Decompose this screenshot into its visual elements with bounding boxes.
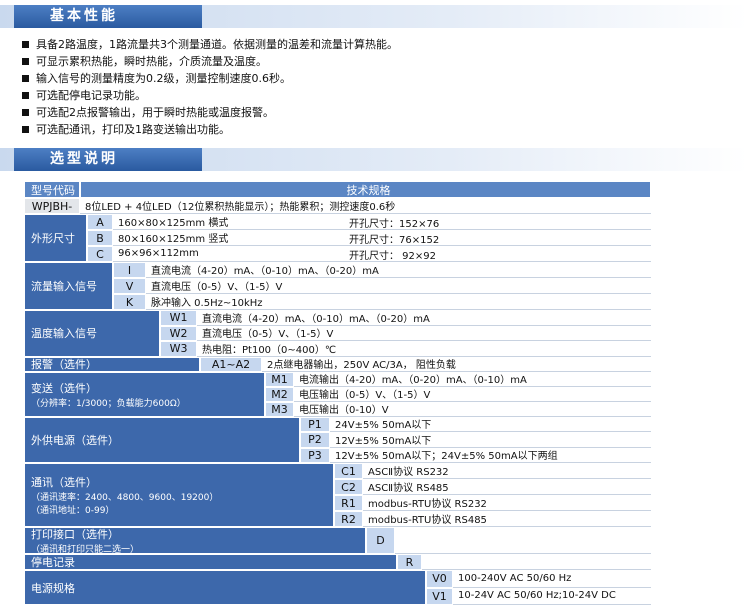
- bullet-item: 可选配通讯，打印及1路变送输出功能。: [22, 121, 230, 138]
- section-title: 选型说明: [14, 148, 202, 171]
- group-label: 打印接口（选件） （通讯和打印只能二选一）: [24, 527, 366, 554]
- option-text: 直流电流（4-20）mA、（0-10）mA、（0-20）mA: [146, 262, 651, 278]
- option-code: K: [113, 294, 146, 310]
- group-label-text: 温度输入信号: [31, 327, 97, 341]
- option-text: [422, 554, 651, 570]
- model-text: 8位LED + 4位LED（12位累积热能显示）；热能累积；测控速度0.6秒: [80, 198, 651, 214]
- group-label: 报警（选件）: [24, 356, 200, 372]
- option-code: R: [397, 554, 422, 570]
- option-code: P3: [300, 447, 330, 463]
- option-extra: 开孔尺寸：76×152: [349, 234, 440, 246]
- option-extra: 开孔尺寸：152×76: [349, 218, 440, 230]
- option-text: modbus-RTU协议 RS485: [363, 511, 651, 527]
- bullet-item: 可选配停电记录功能。: [22, 87, 146, 104]
- option-code: W2: [160, 325, 197, 341]
- group-label-text: 外形尺寸: [31, 232, 75, 245]
- option-text: 电流输出（4-20）mA、（0-20）mA、（0-10）mA: [294, 371, 651, 387]
- option-code: C2: [334, 479, 363, 495]
- section-title: 基本性能: [14, 5, 202, 28]
- option-extra: 开孔尺寸： 92×92: [349, 250, 437, 262]
- option-text: 电压输出（0-10）V: [294, 401, 651, 417]
- group-note: （通讯地址：0-99）: [31, 506, 115, 516]
- option-code: V0: [426, 570, 453, 588]
- option-code: B: [87, 230, 113, 246]
- group-label: 电源规格: [24, 570, 426, 605]
- option-text: modbus-RTU协议 RS232: [363, 495, 651, 511]
- option-text: 80×160×125mm 竖式: [113, 230, 651, 246]
- bullet-item: 可选配2点报警输出，用于瞬时热能或温度报警。: [22, 104, 274, 121]
- option-text: 12V±5% 50mA以下: [330, 432, 651, 448]
- option-text: 电压输出（0-5）V、（1-5）V: [294, 386, 651, 402]
- group-label: 外形尺寸: [24, 214, 87, 262]
- option-text: 100-240V AC 50/60 Hz: [453, 570, 651, 588]
- group-label: 温度输入信号: [24, 310, 160, 357]
- option-code: C1: [334, 463, 363, 479]
- option-text: 2点继电器输出，250V AC/3A， 阻性负载: [262, 356, 651, 372]
- option-code: A1~A2: [200, 356, 262, 372]
- option-text: [395, 527, 651, 554]
- option-text: 160×80×125mm 横式: [113, 214, 651, 230]
- option-code: M2: [265, 386, 294, 402]
- group-note: （通讯速率：2400、4800、9600、19200）: [31, 493, 219, 503]
- bullet-item: 具备2路温度，1路流量共3个测量通道。依据测量的温差和流量计算热能。: [22, 36, 398, 53]
- option-text: 24V±5% 50mA以下: [330, 416, 651, 432]
- option-text: 热电阻：Pt100（0~400）℃: [197, 341, 651, 357]
- option-text: 直流电压（0-5）V、（1-5）V: [197, 325, 651, 341]
- option-code: V: [113, 278, 146, 294]
- option-text: 脉冲输入 0.5Hz~10kHz: [146, 294, 651, 310]
- group-label: 停电记录: [24, 554, 397, 570]
- group-note: （分辨率：1/3000；负载能力600Ω）: [31, 398, 186, 409]
- option-text: ASCⅡ协议 RS485: [363, 479, 651, 495]
- option-code: C: [87, 246, 113, 262]
- header-cell: 技术规格: [80, 181, 651, 198]
- option-code: W1: [160, 310, 197, 326]
- group-label-text: 停电记录: [31, 556, 75, 569]
- group-label: 流量输入信号: [24, 262, 113, 310]
- group-label-text: 变送（选件）: [31, 381, 97, 395]
- group-label: 变送（选件） （分辨率：1/3000；负载能力600Ω）: [24, 371, 265, 417]
- option-code: M1: [265, 371, 294, 387]
- group-label-text: 流量输入信号: [31, 280, 97, 293]
- option-text: ASCⅡ协议 RS232: [363, 463, 651, 479]
- option-text: 直流电流（4-20）mA、（0-10）mA、（0-20）mA: [197, 310, 651, 326]
- option-code: D: [366, 527, 395, 554]
- option-code: V1: [426, 587, 453, 605]
- option-code: P2: [300, 432, 330, 448]
- bullet-item: 输入信号的测量精度为0.2级，测量控制速度0.6秒。: [22, 70, 291, 87]
- option-code: R2: [334, 511, 363, 527]
- option-code: I: [113, 262, 146, 278]
- group-label-text: 电源规格: [31, 581, 75, 595]
- header-cell: 型号代码: [24, 181, 80, 198]
- section-header: 选型说明: [0, 148, 748, 171]
- option-text: 12V±5% 50mA以下；24V±5% 50mA以下两组: [330, 447, 651, 463]
- option-code: M3: [265, 401, 294, 417]
- model-code: WPJBH-: [24, 198, 80, 214]
- group-note: （通讯和打印只能二选一）: [31, 545, 140, 554]
- option-text: 10-24V AC 50/60 Hz;10-24V DC: [453, 587, 651, 605]
- group-label-text: 外供电源（选件）: [31, 433, 119, 447]
- bullet-item: 可显示累积热能，瞬时热能，介质流量及温度。: [22, 53, 267, 70]
- section-header: 基本性能: [0, 5, 748, 28]
- option-code: R1: [334, 495, 363, 511]
- group-label-text: 打印接口（选件）: [31, 528, 119, 541]
- option-text: 96×96×112mm: [113, 246, 651, 262]
- option-text: 直流电压（0-5）V、（1-5）V: [146, 278, 651, 294]
- group-label: 通讯（选件） （通讯速率：2400、4800、9600、19200） （通讯地址：0…: [24, 463, 334, 527]
- group-label-text: 报警（选件）: [31, 358, 97, 371]
- group-label-text: 通讯（选件）: [31, 476, 97, 489]
- group-label: 外供电源（选件）: [24, 416, 300, 463]
- option-code: P1: [300, 416, 330, 432]
- option-code: A: [87, 214, 113, 230]
- option-code: W3: [160, 341, 197, 357]
